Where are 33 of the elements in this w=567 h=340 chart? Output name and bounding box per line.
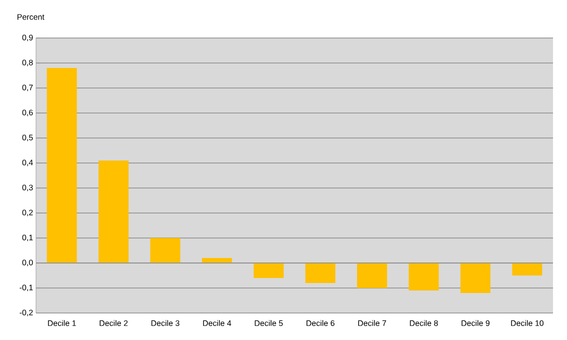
x-tick-label: Decile 5 <box>254 320 283 326</box>
y-tick-label: 0,4 <box>22 160 33 166</box>
bar <box>202 258 232 263</box>
bar <box>150 238 180 263</box>
y-tick-label: 0,7 <box>22 84 33 92</box>
x-tick-label: Decile 2 <box>100 320 128 326</box>
bar <box>408 263 439 290</box>
bar <box>46 68 77 263</box>
bar <box>357 263 388 288</box>
y-tick-label: 0,5 <box>22 134 33 142</box>
y-tick-label: 0,6 <box>22 110 33 116</box>
bar <box>98 160 129 263</box>
x-tick-label: Decile 3 <box>151 320 180 326</box>
y-tick-label: 0,0 <box>22 260 33 266</box>
x-tick-label: Decile 9 <box>462 320 490 326</box>
y-axis-title: Percent <box>18 14 44 20</box>
x-tick-label: Decile 4 <box>203 320 232 326</box>
y-tick-label: 0,1 <box>22 234 33 242</box>
x-tick-label: Decile 8 <box>410 320 438 326</box>
x-tick-label: Decile 7 <box>358 320 386 326</box>
bar <box>254 263 284 278</box>
bar <box>305 263 336 283</box>
y-tick-label: -0,1 <box>20 284 33 292</box>
y-tick-label: -0,2 <box>20 310 33 316</box>
x-tick-label: Decile 10 <box>511 320 544 326</box>
y-tick-label: 0,2 <box>22 210 33 216</box>
x-tick-label: Decile 6 <box>306 320 334 326</box>
y-tick-label: 0,3 <box>22 184 33 192</box>
bar <box>512 263 542 276</box>
bar <box>460 263 490 293</box>
y-tick-label: 0,8 <box>22 60 33 66</box>
y-tick-label: 0,9 <box>22 34 33 42</box>
x-tick-label: Decile 1 <box>48 320 76 326</box>
